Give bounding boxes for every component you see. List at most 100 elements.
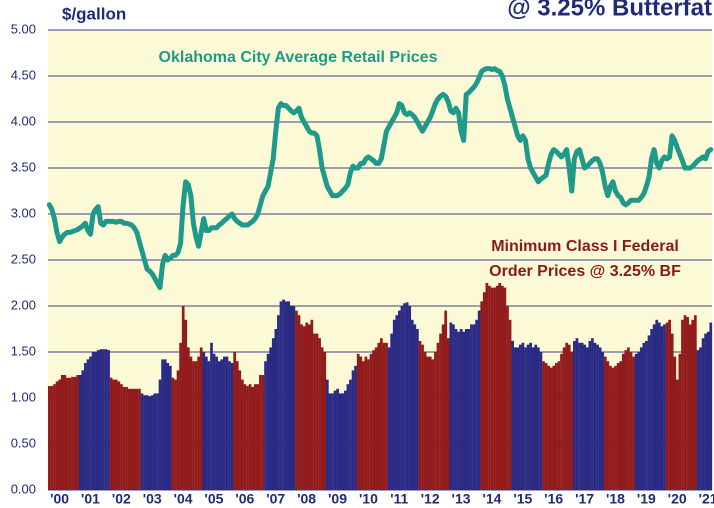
x-tick-label: '20 (668, 491, 687, 507)
y-tick-label: 5.00 (11, 21, 36, 36)
bar (256, 384, 260, 490)
bar (367, 359, 370, 490)
bar (179, 342, 182, 490)
bar (68, 377, 72, 490)
bar (341, 393, 345, 490)
bar (611, 367, 615, 490)
bar (413, 324, 417, 490)
bar (143, 395, 146, 490)
bar (372, 350, 376, 490)
bar (184, 319, 188, 490)
bar (50, 386, 54, 490)
bar (117, 381, 121, 490)
bar (645, 340, 648, 490)
bar (524, 347, 527, 490)
bar (508, 319, 512, 490)
bar (565, 342, 569, 490)
bar (539, 352, 543, 490)
bar (511, 340, 514, 490)
bar (318, 338, 321, 490)
bar (591, 338, 594, 490)
bar (490, 287, 494, 490)
bar (81, 370, 85, 490)
bar (287, 301, 291, 490)
bar (199, 347, 203, 490)
bar (225, 356, 229, 490)
bar (657, 322, 661, 490)
bar (323, 352, 327, 490)
line-annotation: Oklahoma City Average Retail Prices (159, 49, 438, 66)
bar (616, 363, 620, 490)
bar (246, 386, 249, 490)
bar (235, 361, 239, 490)
bar (531, 347, 535, 490)
y-tick-label: 1.50 (11, 343, 36, 358)
bar (516, 347, 520, 490)
y-tick-label: 4.00 (11, 113, 36, 128)
bar (310, 319, 314, 490)
bar (642, 342, 646, 490)
x-tick-label: '21 (699, 491, 714, 507)
bar (529, 342, 532, 490)
bar (441, 324, 445, 490)
bar (392, 319, 396, 490)
bar (302, 326, 306, 490)
bar (706, 331, 710, 490)
y-tick-label: 3.50 (11, 159, 36, 174)
bar (202, 352, 206, 490)
x-tick-label: '11 (390, 491, 408, 507)
bar (562, 347, 566, 490)
y-tick-label: 0.00 (11, 481, 36, 496)
bar (338, 393, 342, 490)
bar (78, 375, 82, 490)
bar (248, 384, 252, 490)
bar (176, 370, 180, 490)
bar (94, 352, 98, 490)
bar (145, 395, 149, 490)
bar (418, 340, 422, 490)
bar (114, 379, 118, 490)
bar (66, 377, 69, 490)
x-tick-label: '19 (637, 491, 656, 507)
bar (573, 340, 576, 490)
y-tick-label: 1.00 (11, 389, 36, 404)
bar (122, 386, 126, 490)
bar (297, 315, 301, 490)
bar (634, 353, 638, 490)
bar (354, 365, 357, 490)
x-tick-label: '17 (575, 491, 594, 507)
x-tick-label: '18 (606, 491, 625, 507)
chart-title: @ 3.25% Butterfat (507, 0, 712, 21)
bar (701, 338, 705, 490)
bar (400, 306, 404, 490)
bar (696, 350, 700, 490)
bar (73, 376, 77, 490)
bar (71, 376, 74, 490)
bar (655, 319, 659, 490)
bar (493, 287, 496, 490)
bar (459, 329, 463, 490)
bar (271, 338, 275, 490)
bar (279, 301, 283, 490)
bar (621, 353, 625, 490)
y-axis-label: $/gallon (62, 4, 126, 23)
bar (86, 359, 90, 490)
bar (552, 365, 556, 490)
bar (253, 384, 257, 490)
bar (421, 344, 424, 490)
bar (186, 347, 190, 490)
y-tick-label: 4.50 (11, 67, 36, 82)
bar (498, 283, 502, 490)
y-tick-label: 2.50 (11, 251, 36, 266)
bar (614, 365, 617, 490)
bar (174, 379, 177, 490)
bar (627, 347, 630, 490)
bar (578, 342, 581, 490)
bar (192, 361, 195, 490)
bar (269, 347, 273, 490)
bar (181, 306, 185, 490)
bar (55, 381, 59, 490)
bar (336, 388, 339, 490)
bar (53, 384, 56, 490)
x-tick-label: '12 (421, 491, 440, 507)
